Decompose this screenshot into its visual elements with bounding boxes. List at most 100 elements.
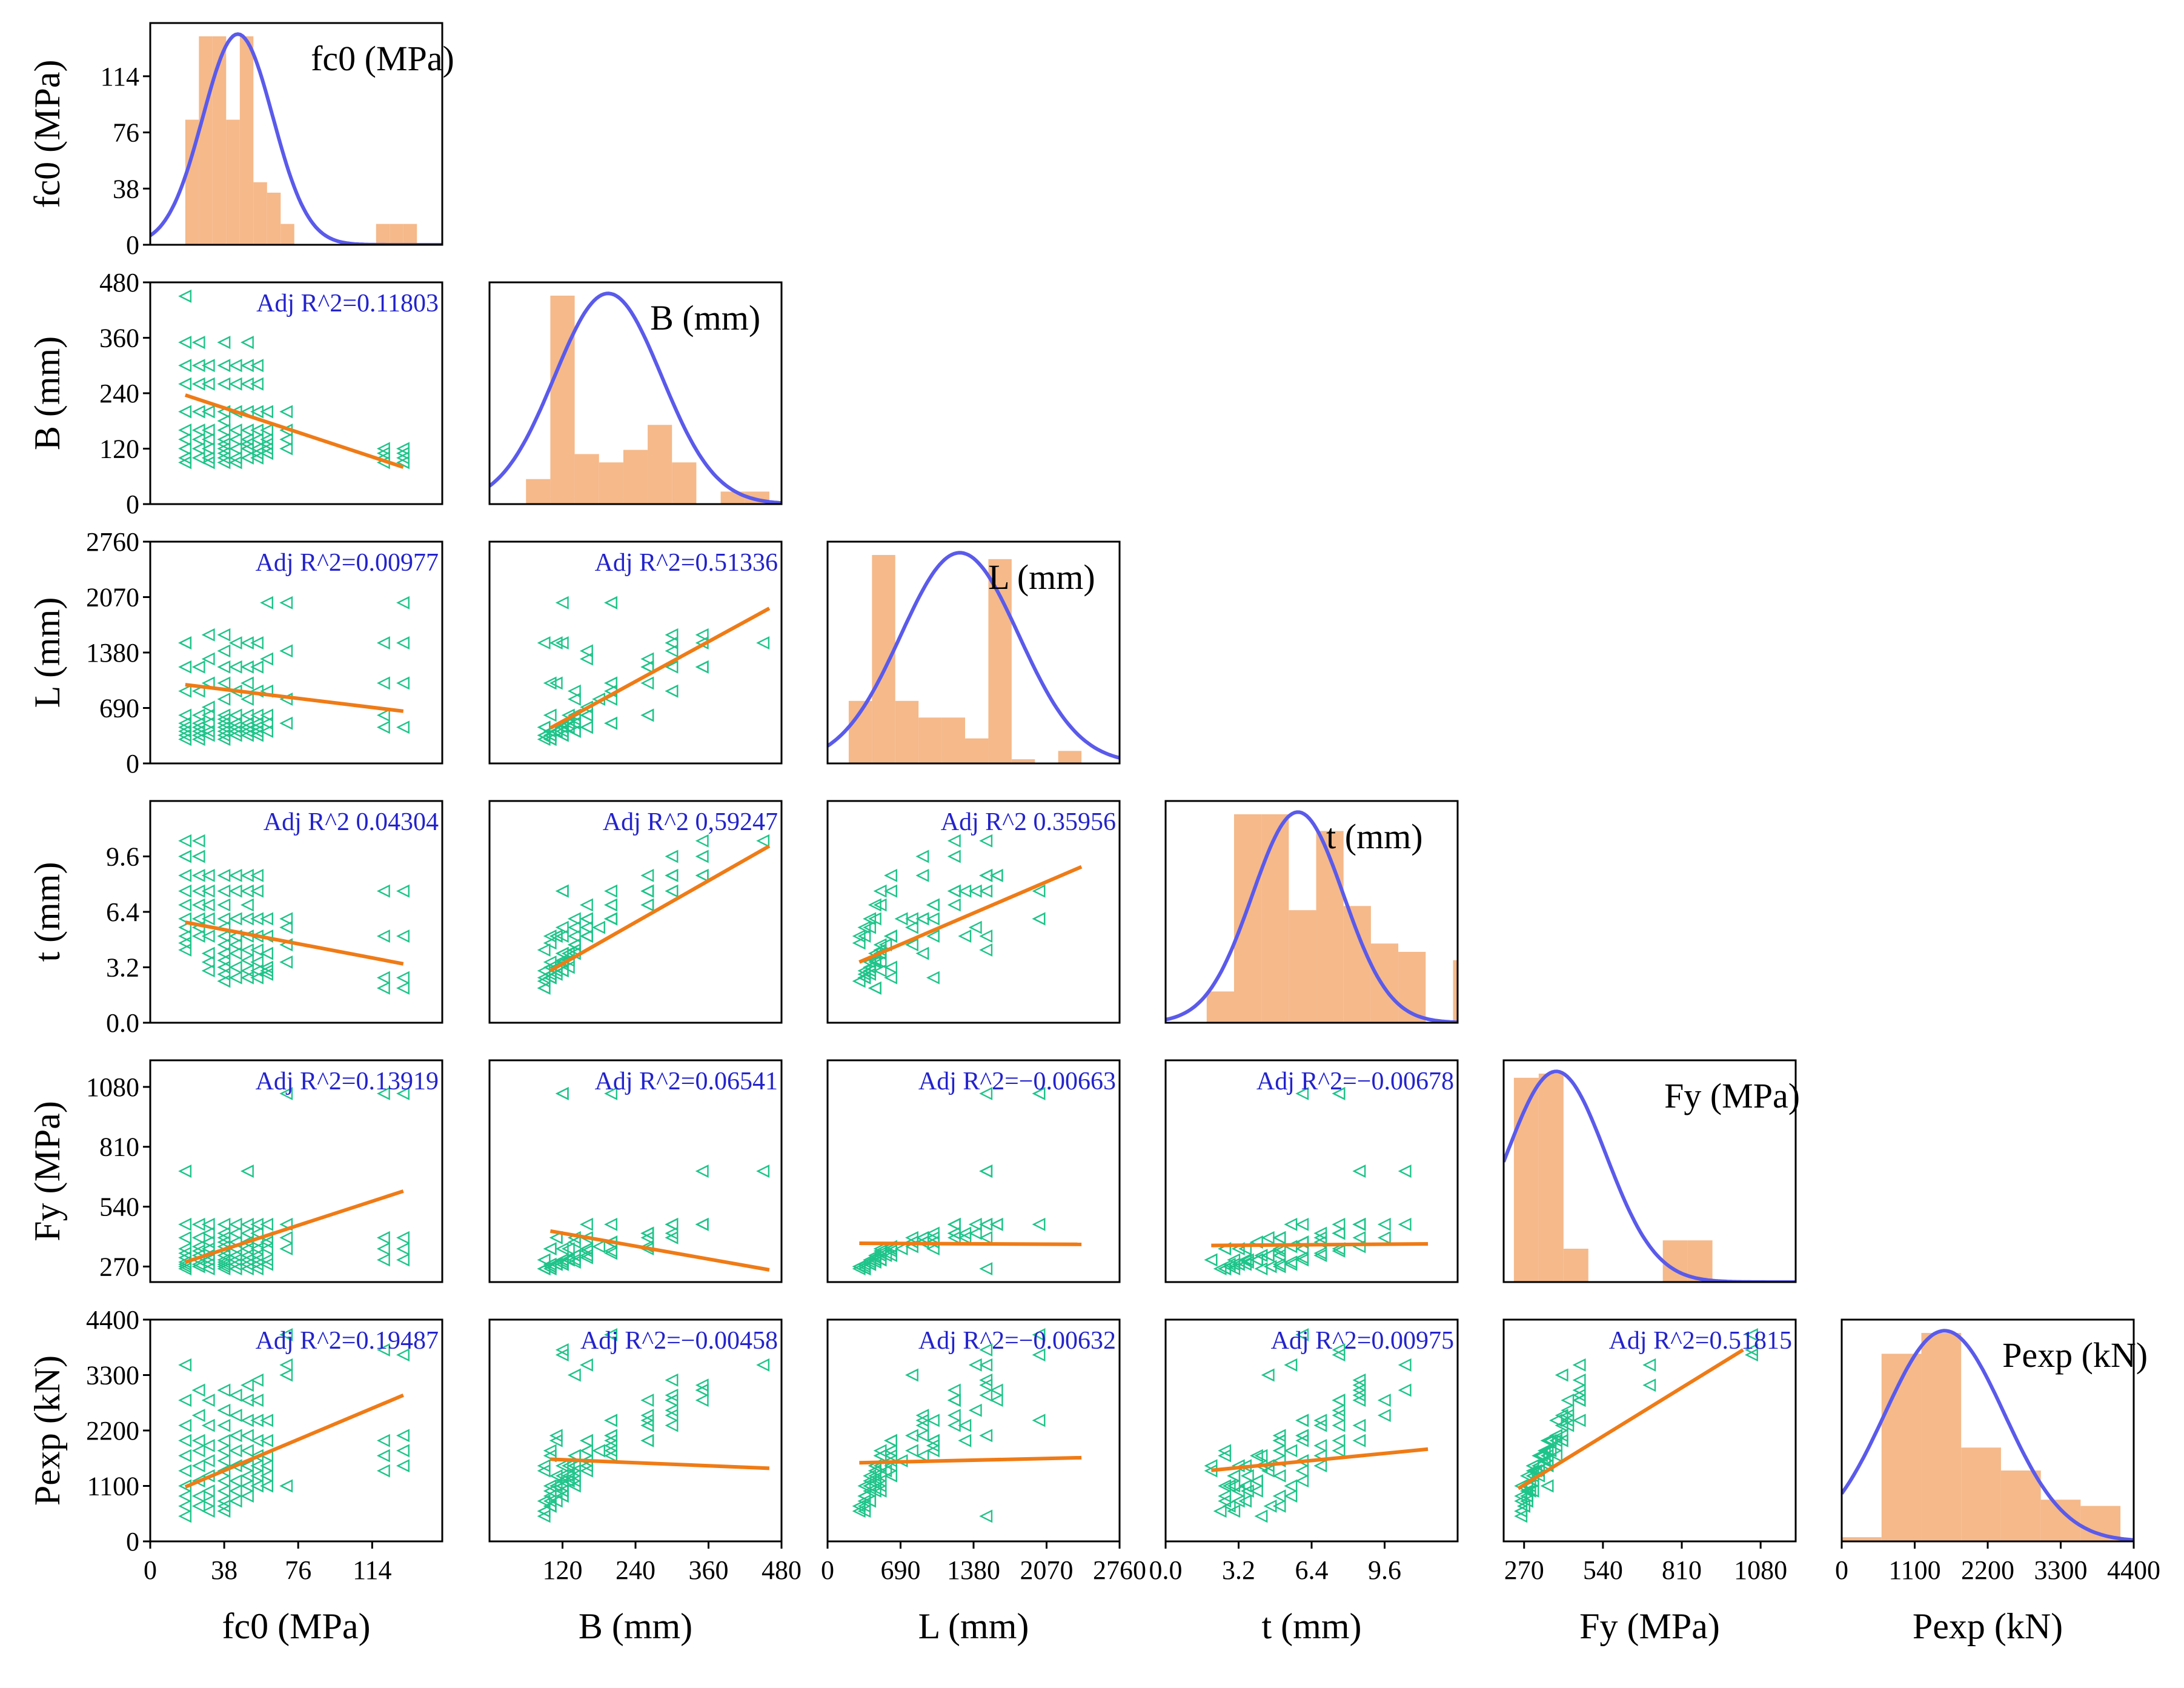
- panel-content: [828, 551, 1120, 763]
- data-point: [178, 1489, 192, 1503]
- data-point: [604, 1217, 618, 1231]
- data-point: [915, 912, 929, 926]
- data-point: [1377, 1217, 1391, 1231]
- x-tick-label: 270: [1504, 1555, 1544, 1585]
- data-point: [178, 1434, 192, 1447]
- data-point: [191, 1231, 205, 1244]
- data-point: [926, 898, 940, 912]
- data-point: [756, 834, 770, 848]
- panel-content: [1166, 810, 1458, 1023]
- data-point: [665, 869, 679, 882]
- data-point: [604, 596, 618, 610]
- data-point: [947, 1394, 961, 1407]
- panel-pexp-vs-b: Adj R^2=−0.00458 120 240 360 480: [488, 1318, 802, 1585]
- data-point: [178, 336, 192, 350]
- data-point: [604, 716, 618, 730]
- data-point: [894, 1242, 908, 1256]
- data-point: [555, 1348, 569, 1362]
- data-point: [1332, 1226, 1346, 1240]
- regression-line: [1211, 1447, 1429, 1472]
- data-point: [579, 720, 593, 734]
- data-point: [178, 869, 192, 882]
- data-point: [537, 1459, 551, 1473]
- data-point: [1514, 1489, 1528, 1503]
- panel-frame: [488, 1059, 783, 1283]
- data-point: [217, 869, 231, 882]
- data-point: [376, 720, 390, 734]
- data-point: [579, 898, 593, 912]
- data-point: [396, 1086, 410, 1100]
- data-point: [201, 898, 215, 912]
- data-point: [217, 336, 231, 350]
- data-point: [604, 1244, 618, 1258]
- data-point: [604, 1328, 618, 1341]
- histogram-bar: [390, 224, 403, 245]
- data-point: [1238, 1494, 1252, 1508]
- data-point: [191, 660, 205, 674]
- diagonal-variable-label: Pexp (kN): [2002, 1335, 2148, 1375]
- data-point: [217, 1454, 231, 1467]
- data-point: [567, 692, 581, 706]
- data-point: [665, 1403, 679, 1417]
- data-point: [1549, 1414, 1562, 1427]
- panel-fy-vs-l: Adj R^2=−0.00663: [826, 1059, 1121, 1283]
- regression-line: [549, 1229, 770, 1272]
- data-point: [1284, 1217, 1298, 1231]
- data-point: [905, 938, 918, 952]
- data-point: [1352, 1217, 1366, 1231]
- histogram-bar: [1881, 1354, 1922, 1541]
- data-point: [1254, 1509, 1268, 1523]
- data-point: [250, 660, 264, 674]
- data-point: [250, 359, 264, 373]
- data-point: [1249, 1449, 1263, 1463]
- data-point: [947, 884, 961, 898]
- data-point: [260, 1459, 273, 1473]
- y-tick-label: 0: [126, 749, 139, 779]
- data-point: [1295, 1414, 1309, 1427]
- data-point: [665, 849, 679, 863]
- data-point: [1204, 1253, 1218, 1267]
- data-point: [873, 884, 887, 898]
- data-point: [884, 1242, 897, 1256]
- data-point: [1284, 1489, 1298, 1503]
- data-point: [1254, 1249, 1268, 1263]
- data-point: [201, 1262, 215, 1275]
- panel-t-vs-fc0: Adj R^2 0.04304 0.0 3.2 6.4 9.6: [106, 800, 443, 1038]
- data-point: [376, 884, 390, 898]
- data-point: [884, 1449, 897, 1463]
- data-point: [989, 869, 1003, 882]
- panel-content: [537, 1328, 770, 1523]
- panel-t-vs-t: [1164, 800, 1459, 1024]
- data-point: [1249, 1474, 1263, 1488]
- x-tick-label: 3300: [2034, 1555, 2088, 1585]
- data-point: [640, 898, 654, 912]
- data-point: [555, 1479, 569, 1493]
- data-point: [640, 676, 654, 690]
- data-point: [979, 834, 993, 848]
- histogram-bar: [672, 462, 697, 504]
- data-point: [665, 1226, 679, 1240]
- data-point: [201, 728, 215, 742]
- data-point: [695, 849, 709, 863]
- regression-line: [859, 1455, 1082, 1465]
- data-point: [549, 636, 563, 650]
- data-point: [852, 936, 866, 950]
- data-point: [260, 716, 273, 730]
- histogram-bar: [872, 554, 895, 763]
- data-point: [1313, 1226, 1327, 1240]
- data-point: [537, 720, 551, 734]
- data-point: [665, 884, 679, 898]
- data-point: [228, 946, 242, 960]
- data-point: [260, 424, 273, 437]
- y-tick-label: 0: [126, 230, 139, 260]
- histogram-bar: [550, 295, 575, 504]
- x-tick-label: 3.2: [1222, 1555, 1255, 1585]
- data-point: [201, 884, 215, 898]
- data-point: [543, 929, 557, 943]
- panel-fy-vs-t: Adj R^2=−0.00678: [1164, 1059, 1459, 1283]
- data-point: [191, 684, 205, 698]
- histogram-bar: [574, 454, 599, 504]
- adj-r2-annotation: Adj R^2=0.00977: [256, 549, 439, 577]
- panel-frame: [149, 22, 443, 246]
- x-tick-label: 240: [616, 1555, 656, 1585]
